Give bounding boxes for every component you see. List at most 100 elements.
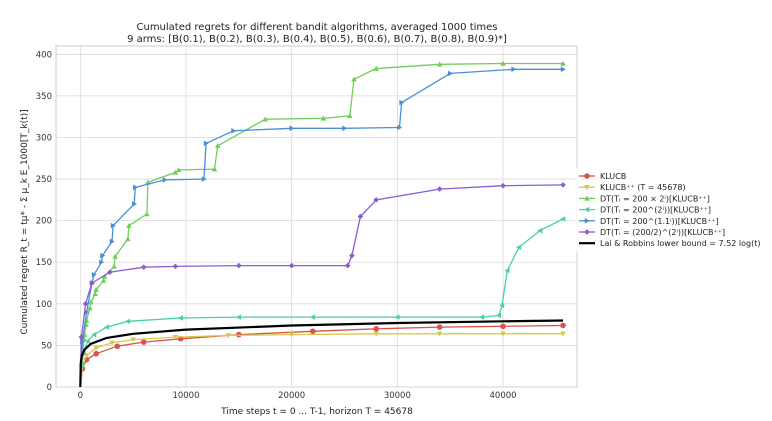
data-point xyxy=(144,211,150,217)
series-line xyxy=(79,184,564,388)
data-point xyxy=(436,186,443,192)
data-point xyxy=(93,350,99,357)
data-point xyxy=(584,218,590,224)
chart-title: Cumulated regrets for different bandit a… xyxy=(137,22,498,33)
series-line xyxy=(79,218,564,388)
data-point xyxy=(373,65,380,71)
legend-label: Lai & Robbins lower bound = 7.52 log(t) xyxy=(600,239,760,248)
data-point xyxy=(172,263,179,270)
data-point xyxy=(78,334,85,340)
data-point xyxy=(560,66,566,73)
data-point xyxy=(162,177,168,183)
data-point xyxy=(125,236,131,242)
data-point xyxy=(91,331,97,338)
data-point xyxy=(91,271,97,278)
data-point xyxy=(114,343,121,350)
data-point xyxy=(84,338,90,345)
data-point xyxy=(351,76,357,82)
data-point xyxy=(560,60,566,66)
data-point xyxy=(225,333,232,339)
data-point xyxy=(399,99,405,106)
legend-label: DT(Tᵢ = 200 × 2ⁱ)[KLUCB⁺⁺] xyxy=(600,194,710,203)
x-tick-label: 30000 xyxy=(384,391,411,401)
data-point xyxy=(109,340,115,346)
data-point xyxy=(177,315,183,321)
y-tick-label: 200 xyxy=(36,217,52,227)
data-point xyxy=(357,213,364,220)
data-point xyxy=(310,328,316,335)
y-tick-label: 250 xyxy=(36,175,52,185)
legend-label: DT(Tᵢ = 200^(1.1ⁱ))[KLUCB⁺⁺] xyxy=(600,217,719,226)
data-point xyxy=(203,140,209,147)
legend-item: DT(Tᵢ = 200^(1.1ⁱ))[KLUCB⁺⁺] xyxy=(579,217,719,226)
data-point xyxy=(84,309,90,315)
series-line xyxy=(79,319,564,388)
data-point xyxy=(560,182,566,188)
data-point xyxy=(342,125,348,132)
data-point xyxy=(88,299,94,305)
data-point xyxy=(584,206,590,213)
data-point xyxy=(107,269,113,276)
data-point xyxy=(82,301,89,307)
data-point xyxy=(344,262,351,269)
data-point xyxy=(93,286,99,292)
data-point xyxy=(126,222,132,228)
series-1 xyxy=(79,322,566,388)
data-point xyxy=(172,334,179,340)
legend-item: DT(Tᵢ = 200 × 2ⁱ)[KLUCB⁺⁺] xyxy=(579,194,710,203)
data-point xyxy=(504,267,510,274)
legend: KLUCB KLUCB⁺⁺ (T = 45678) DT(Tᵢ = 200 × 2ⁱ… xyxy=(575,168,767,253)
x-tick-label: 10000 xyxy=(172,391,199,401)
data-point xyxy=(100,252,106,259)
series-2 xyxy=(79,331,566,388)
data-point xyxy=(99,259,105,266)
legend-item: DT(Tᵢ = (200/2)^(2ⁱ))[KLUCB⁺⁺] xyxy=(579,228,725,237)
data-point xyxy=(262,116,269,122)
data-point xyxy=(320,115,327,121)
data-point xyxy=(447,70,453,77)
data-point xyxy=(131,201,138,207)
legend-label: KLUCB xyxy=(600,172,626,181)
data-point xyxy=(111,263,117,269)
legend-box xyxy=(575,168,767,253)
data-point xyxy=(109,238,115,245)
plot-frame xyxy=(55,45,578,388)
data-point xyxy=(499,302,505,309)
data-point xyxy=(394,314,400,320)
data-point xyxy=(584,229,590,235)
data-point xyxy=(175,167,182,173)
data-point xyxy=(140,339,147,345)
data-point xyxy=(201,176,207,182)
data-point xyxy=(310,314,316,320)
data-point xyxy=(130,337,136,343)
data-point xyxy=(373,197,380,203)
data-point xyxy=(236,331,242,338)
data-point xyxy=(500,323,506,330)
legend-item: KLUCB xyxy=(579,172,626,181)
data-point xyxy=(112,253,118,259)
data-point xyxy=(110,222,116,229)
data-point xyxy=(584,173,590,179)
legend-item: KLUCB⁺⁺ (T = 45678) xyxy=(579,183,686,192)
series-6 xyxy=(78,182,566,388)
data-point xyxy=(346,113,353,119)
data-point xyxy=(349,252,355,259)
y-tick-label: 400 xyxy=(36,50,52,60)
data-point xyxy=(125,318,131,325)
legend-label: DT(Tᵢ = (200/2)^(2ⁱ))[KLUCB⁺⁺] xyxy=(600,228,725,237)
data-point xyxy=(560,331,566,337)
data-point xyxy=(236,314,242,320)
legend-item: Lai & Robbins lower bound = 7.52 log(t) xyxy=(579,239,760,248)
y-tick-label: 350 xyxy=(36,92,52,102)
data-point xyxy=(397,124,403,131)
data-point xyxy=(495,312,502,319)
data-point xyxy=(436,61,443,67)
data-point xyxy=(289,125,295,132)
data-point xyxy=(537,227,543,234)
data-point xyxy=(288,332,295,338)
data-point xyxy=(479,314,485,320)
y-tick-label: 150 xyxy=(36,258,52,268)
series-4 xyxy=(78,216,566,388)
data-point xyxy=(236,262,242,269)
